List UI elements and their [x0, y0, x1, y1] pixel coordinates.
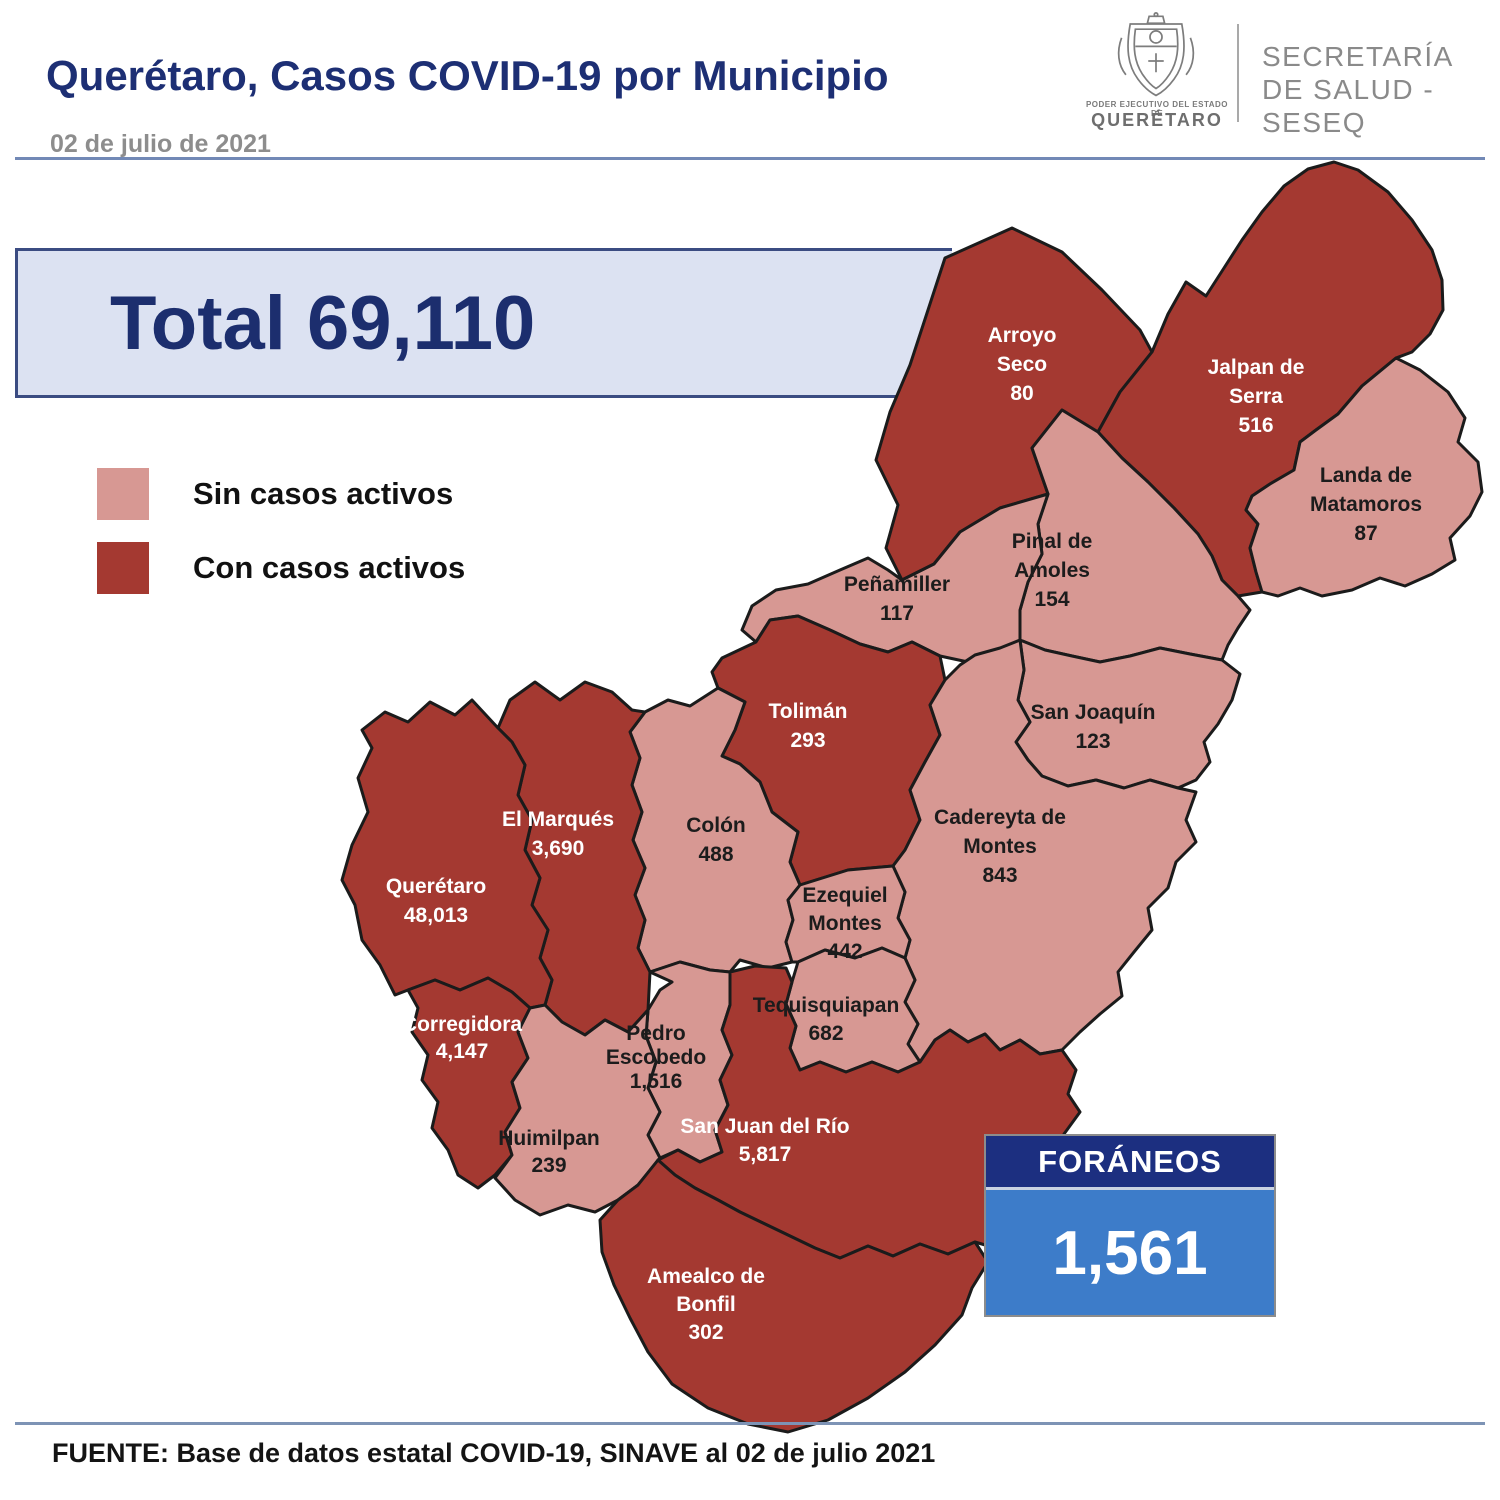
municipality-label-queretaro: Querétaro — [386, 875, 486, 898]
legend: Sin casos activos Con casos activos — [97, 468, 465, 616]
seal-caption-large: QUERÉTARO — [1091, 110, 1223, 130]
municipality-cases-cadereyta-de-montes: 843 — [982, 864, 1017, 887]
municipality-label-el-marques: El Marqués — [502, 808, 614, 831]
report-date: 02 de julio de 2021 — [50, 130, 271, 158]
municipality-label-tequisquiapan: Tequisquiapan — [753, 994, 900, 1017]
secretary-line2: DE SALUD - SESEQ — [1262, 74, 1435, 138]
municipality-label-pinal-de-amoles: Amoles — [1014, 559, 1090, 582]
municipality-label-cadereyta-de-montes: Cadereyta de — [934, 806, 1066, 829]
municipality-label-landa-de-matamoros: Matamoros — [1310, 493, 1422, 516]
municipality-cases-jalpan-de-serra: 516 — [1238, 414, 1273, 437]
total-value: Total 69,110 — [110, 280, 536, 366]
municipality-cases-huimilpan: 239 — [531, 1154, 566, 1177]
municipality-label-amealco-de-bonfil: Bonfil — [676, 1293, 735, 1316]
municipality-cases-corregidora: 4,147 — [436, 1040, 489, 1063]
legend-swatch-con — [97, 542, 149, 594]
municipality-label-pinal-de-amoles: Pinal de — [1012, 530, 1093, 553]
municipality-cases-arroyo-seco: 80 — [1010, 382, 1033, 405]
foraneos-title: FORÁNEOS — [986, 1136, 1274, 1190]
municipality-cases-queretaro: 48,013 — [404, 904, 468, 927]
municipality-cases-amealco-de-bonfil: 302 — [688, 1321, 723, 1344]
municipality-cases-el-marques: 3,690 — [532, 837, 585, 860]
footer-divider — [15, 1422, 1485, 1425]
municipality-label-ezequiel-montes: Ezequiel — [802, 884, 887, 907]
municipality-label-pedro-escobedo: Pedro — [626, 1022, 686, 1045]
municipality-label-jalpan-de-serra: Jalpan de — [1208, 356, 1305, 379]
municipality-label-pedro-escobedo: Escobedo — [606, 1046, 706, 1069]
municipality-cases-tequisquiapan: 682 — [808, 1022, 843, 1045]
municipality-cases-san-joaquin: 123 — [1075, 730, 1110, 753]
municipality-cases-landa-de-matamoros: 87 — [1354, 522, 1377, 545]
municipality-label-huimilpan: Huimilpan — [498, 1127, 600, 1150]
legend-swatch-sin — [97, 468, 149, 520]
municipality-cases-toliman: 293 — [790, 729, 825, 752]
municipality-label-jalpan-de-serra: Serra — [1229, 385, 1283, 408]
municipality-label-cadereyta-de-montes: Montes — [963, 835, 1037, 858]
municipality-cases-san-juan-del-rio: 5,817 — [739, 1143, 792, 1166]
secretary-line1: SECRETARÍA — [1262, 41, 1454, 72]
municipality-label-ezequiel-montes: Montes — [808, 912, 882, 935]
seal-caption-small: PODER EJECUTIVO DEL ESTADO DE — [1085, 100, 1229, 118]
municipality-label-toliman: Tolimán — [769, 700, 848, 723]
municipality-cases-pedro-escobedo: 1,516 — [630, 1070, 683, 1093]
total-banner: Total 69,110 — [15, 248, 952, 398]
legend-item-con: Con casos activos — [97, 542, 465, 594]
municipality-amealco-de-bonfil — [598, 1158, 990, 1434]
municipality-label-arroyo-seco: Arroyo — [988, 324, 1057, 347]
municipality-label-corregidora: Corregidora — [402, 1013, 523, 1036]
municipality-label-landa-de-matamoros: Landa de — [1320, 464, 1412, 487]
secretary-name: SECRETARÍA DE SALUD - SESEQ — [1262, 40, 1500, 139]
municipality-label-arroyo-seco: Seco — [997, 353, 1047, 376]
municipality-label-san-joaquin: San Joaquín — [1031, 701, 1156, 724]
municipality-label-colon: Colón — [686, 814, 745, 837]
foraneos-box: FORÁNEOS 1,561 — [984, 1134, 1276, 1317]
municipality-label-amealco-de-bonfil: Amealco de — [647, 1265, 765, 1288]
legend-label-sin: Sin casos activos — [193, 476, 454, 511]
municipality-label-san-juan-del-rio: San Juan del Río — [680, 1115, 849, 1138]
municipality-landa-de-matamoros — [1244, 356, 1484, 598]
municipality-cases-colon: 488 — [698, 843, 733, 866]
legend-item-sin: Sin casos activos — [97, 468, 465, 520]
municipality-label-penamiller: Peñamiller — [844, 573, 950, 596]
legend-label-con: Con casos activos — [193, 550, 466, 585]
page-title: Querétaro, Casos COVID-19 por Municipio — [46, 52, 889, 99]
municipality-cases-ezequiel-montes: 442 — [827, 940, 862, 963]
municipality-cases-pinal-de-amoles: 154 — [1034, 588, 1069, 611]
source-note: FUENTE: Base de datos estatal COVID-19, … — [52, 1438, 936, 1468]
municipality-cases-penamiller: 117 — [880, 602, 914, 625]
queretaro-coat-of-arms-icon — [1117, 12, 1195, 97]
logo-divider — [1237, 24, 1239, 122]
foraneos-value: 1,561 — [1052, 1218, 1208, 1288]
header-divider — [15, 157, 1485, 160]
